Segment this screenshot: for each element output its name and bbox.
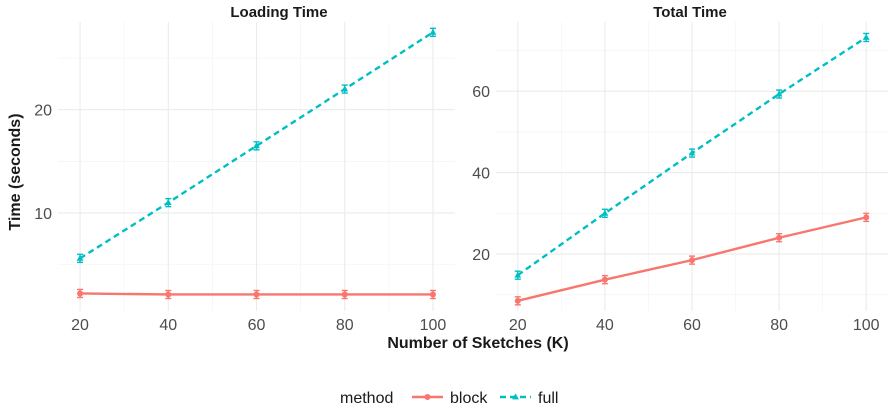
panel-1: Loading Time 20 40 60 80 100 10 20 <box>34 4 455 334</box>
legend-label: block <box>450 390 488 407</box>
series-block-point <box>429 291 436 298</box>
x-tick-label: 60 <box>683 317 701 334</box>
series-block-point <box>341 291 348 298</box>
series-full-point <box>775 90 783 97</box>
x-tick-label: 20 <box>71 317 89 334</box>
x-tick-label: 60 <box>248 317 266 334</box>
y-axis-title: Time (seconds) <box>7 113 24 230</box>
panel-title: Total Time <box>653 4 727 21</box>
x-tick-label: 80 <box>336 317 354 334</box>
series-block-point <box>514 297 521 304</box>
x-tick-label: 100 <box>420 317 447 334</box>
panel-2: Total Time 20 40 60 80 100 20 40 60 <box>472 4 888 334</box>
series-full-point <box>514 271 522 278</box>
series-block-point <box>776 234 783 241</box>
series-block-point <box>77 290 84 297</box>
x-tick-label: 100 <box>853 317 880 334</box>
series-block-point <box>165 291 172 298</box>
x-tick-label: 80 <box>770 317 788 334</box>
series-full-point <box>688 149 696 156</box>
series-block-point <box>863 214 870 221</box>
series-full-point <box>253 142 260 149</box>
legend-key-marker <box>512 393 519 400</box>
legend-title: method <box>340 390 393 407</box>
series-block-point <box>601 276 608 283</box>
y-tick-label: 60 <box>472 84 490 101</box>
x-axis-title: Number of Sketches (K) <box>387 335 568 352</box>
series-block-point <box>253 291 260 298</box>
series-full-point <box>76 254 84 261</box>
series-full-point <box>164 199 172 206</box>
y-tick-label: 40 <box>472 166 490 183</box>
series-full-point <box>601 209 609 216</box>
legend-key-marker <box>424 394 431 400</box>
series-full-point <box>862 33 870 40</box>
series-block-point <box>689 257 695 264</box>
x-tick-label: 20 <box>509 317 527 334</box>
y-tick-label: 20 <box>34 103 52 120</box>
legend-label: full <box>538 390 558 407</box>
y-tick-label: 20 <box>472 247 490 264</box>
legend-entry-full: full <box>500 390 558 407</box>
x-tick-label: 40 <box>596 317 614 334</box>
panel-title: Loading Time <box>230 4 327 21</box>
series-full-point <box>429 28 437 35</box>
series-full-point <box>341 85 349 92</box>
y-tick-label: 10 <box>34 206 52 223</box>
legend-entry-block: block <box>412 390 488 407</box>
x-tick-label: 40 <box>159 317 177 334</box>
legend: method block full <box>340 390 558 407</box>
